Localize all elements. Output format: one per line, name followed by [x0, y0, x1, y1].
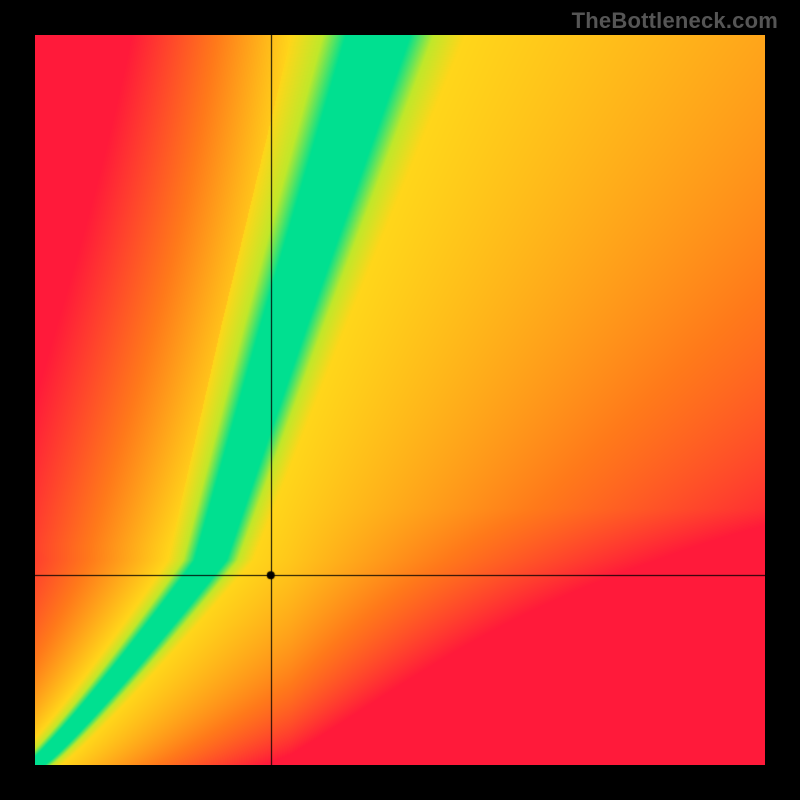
chart-container: TheBottleneck.com	[0, 0, 800, 800]
watermark-text: TheBottleneck.com	[572, 8, 778, 34]
heatmap-canvas	[35, 35, 765, 765]
